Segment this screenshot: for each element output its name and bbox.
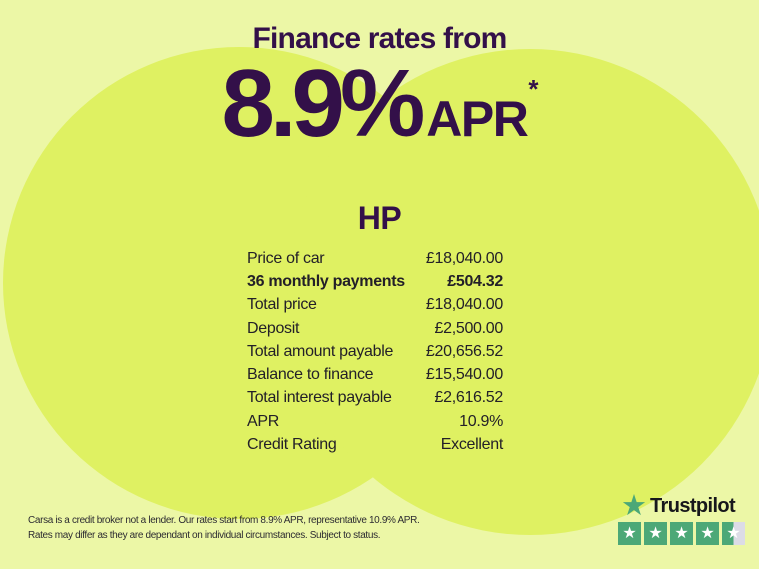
table-row: Total amount payable £20,656.52: [247, 340, 503, 363]
table-row: Total interest payable £2,616.52: [247, 387, 503, 410]
apr-rate-value: 8.9%: [221, 50, 425, 157]
row-value: £2,500.00: [434, 319, 504, 337]
disclaimer-line-1: Carsa is a credit broker not a lender. O…: [28, 515, 420, 526]
row-label: Total interest payable: [247, 389, 392, 407]
product-heading: HP: [357, 200, 402, 236]
rating-star-box: ★: [696, 522, 719, 545]
row-label: Balance to finance: [247, 366, 374, 384]
row-label: Price of car: [247, 249, 325, 267]
table-row: Total price £18,040.00: [247, 294, 503, 317]
apr-rate: 8.9% APR *: [0, 50, 759, 158]
row-label: 36 monthly payments: [247, 272, 405, 290]
row-value: £18,040.00: [425, 296, 503, 314]
trustpilot-brand-label: Trustpilot: [650, 494, 736, 517]
trustpilot-star-icon: ★: [621, 490, 647, 522]
finance-table: Price of car £18,040.00 36 monthly payment…: [247, 247, 503, 457]
table-row: Price of car £18,040.00: [247, 247, 503, 270]
star-icon: ★: [700, 524, 715, 542]
row-label: Deposit: [247, 319, 300, 337]
rating-star-box: ★: [618, 522, 641, 545]
table-row: APR 10.9%: [247, 410, 503, 433]
row-label: Credit Rating: [247, 436, 337, 454]
star-icon: ★: [726, 524, 741, 542]
table-row: Credit Rating Excellent: [247, 433, 503, 456]
row-value: £20,656.52: [425, 342, 503, 360]
rating-star-box: ★: [670, 522, 693, 545]
disclaimer-line-2: Rates may differ as they are dependant o…: [28, 529, 381, 541]
table-row: Balance to finance £15,540.00: [247, 363, 503, 386]
row-value: Excellent: [440, 436, 504, 454]
table-row: 36 monthly payments £504.32: [247, 270, 503, 293]
row-value: £2,616.52: [434, 389, 504, 407]
star-icon: ★: [648, 524, 663, 542]
row-label: Total price: [247, 296, 317, 314]
disclaimer: Carsa is a credit broker not a lender. O…: [28, 514, 420, 543]
apr-asterisk: *: [528, 74, 539, 104]
trustpilot-logo: ★ Trustpilot: [621, 490, 736, 522]
row-label: Total amount payable: [247, 342, 394, 360]
apr-rate-unit: APR: [426, 91, 529, 147]
trustpilot-rating-stars: ★ ★ ★ ★ ★: [618, 522, 745, 545]
rating-star-box: ★: [722, 522, 745, 545]
background-circle-right: [287, 49, 759, 535]
table-row: Deposit £2,500.00: [247, 317, 503, 340]
row-label: APR: [247, 412, 279, 430]
row-value: 10.9%: [459, 412, 503, 430]
promo-title: Finance rates from: [252, 22, 507, 55]
star-icon: ★: [622, 524, 637, 542]
rating-star-box: ★: [644, 522, 667, 545]
trustpilot-widget[interactable]: ★ Trustpilot ★ ★ ★ ★ ★: [618, 490, 745, 545]
row-value: £18,040.00: [425, 249, 503, 267]
row-value: £504.32: [447, 272, 503, 290]
row-value: £15,540.00: [425, 366, 503, 384]
star-icon: ★: [674, 524, 689, 542]
